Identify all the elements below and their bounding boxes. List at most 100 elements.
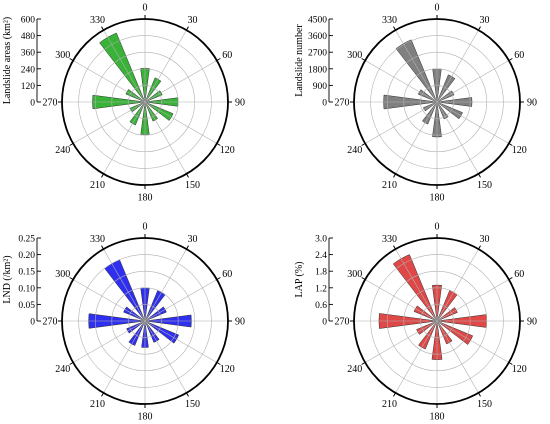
angle-label: 300 [347, 50, 362, 61]
radial-grid-line [103, 248, 146, 322]
radial-grid-line [144, 101, 218, 144]
grid-circle [386, 270, 488, 372]
angle-label: 120 [512, 364, 527, 375]
radial-grid-line [144, 279, 218, 322]
radial-tick-label: 0 [30, 99, 35, 109]
angle-label: 300 [55, 269, 70, 280]
angle-tick [69, 58, 74, 61]
angle-label: 0 [435, 222, 440, 233]
angle-tick [101, 173, 104, 178]
angle-tick [69, 362, 74, 365]
radial-grid-line [144, 320, 187, 394]
angle-label: 0 [435, 3, 440, 14]
radial-grid-line [72, 101, 146, 144]
angle-tick [216, 143, 221, 146]
grid-circle [94, 51, 196, 153]
angle-label: 330 [382, 234, 397, 245]
radial-tick-label: 2.4 [315, 251, 327, 261]
radial-tick-label: 0.10 [18, 284, 35, 294]
grid-circle [78, 35, 212, 169]
radial-grid-line [103, 320, 146, 394]
angle-label: 30 [480, 234, 490, 245]
angle-label: 210 [382, 399, 397, 410]
radial-tick-label: 0 [322, 318, 327, 328]
radial-tick-label: 0 [30, 318, 35, 328]
grid-circle [128, 304, 162, 338]
polar-chart-2: 0 30 60 90 120 150 180 210 240 270 300 330 0 900 1800 2… [294, 3, 537, 204]
angle-tick [478, 392, 481, 397]
radial-tick-label: 1.8 [315, 268, 327, 278]
radial-grid-line [72, 320, 146, 363]
grid-circle [370, 254, 504, 388]
angle-label: 270 [43, 98, 58, 109]
radial-tick-label: 4500 [308, 16, 327, 26]
radial-grid-line [103, 101, 146, 175]
angle-label: 300 [55, 50, 70, 61]
radial-grid-line [436, 101, 510, 144]
sector-bar-330 [395, 39, 438, 103]
angle-label: 90 [527, 317, 537, 328]
angle-label: 150 [477, 180, 492, 191]
angle-tick [508, 277, 513, 280]
angle-tick [186, 245, 189, 250]
radial-grid-line [395, 320, 438, 394]
polar-chart-4: 0 30 60 90 120 150 180 210 240 270 300 330 0 0.6 1.2 1.… [294, 222, 537, 423]
radial-axis-title: LND (/km²) [2, 255, 13, 303]
angle-label: 60 [222, 269, 232, 280]
radial-grid-line [364, 279, 438, 322]
angle-tick [216, 58, 221, 61]
angle-tick [361, 143, 366, 146]
angle-label: 240 [55, 145, 70, 156]
grid-circle [128, 85, 162, 119]
radial-grid-line [364, 60, 438, 103]
polar-chart-1: 0 30 60 90 120 150 180 210 240 270 300 330 0 120 240 36… [2, 3, 245, 204]
radial-grid-line [72, 60, 146, 103]
angle-tick [508, 58, 513, 61]
radial-tick-label: 480 [21, 32, 36, 42]
angle-tick [393, 392, 396, 397]
angle-label: 180 [138, 193, 153, 204]
radial-tick-label: 3600 [308, 32, 327, 42]
radial-axis-title: Landslide areas (km²) [2, 17, 13, 104]
angle-label: 150 [185, 180, 200, 191]
angle-label: 180 [430, 193, 445, 204]
angle-label: 90 [235, 98, 245, 109]
angle-label: 240 [347, 145, 362, 156]
radial-tick-label: 360 [21, 49, 36, 59]
angle-tick [69, 277, 74, 280]
angle-label: 270 [335, 317, 350, 328]
angle-label: 330 [90, 15, 105, 26]
radial-grid-line [436, 320, 479, 394]
radial-grid-line [144, 320, 218, 363]
radial-tick-label: 0.15 [18, 268, 35, 278]
grid-circle [420, 304, 454, 338]
angle-label: 120 [220, 145, 235, 156]
radial-grid-line [144, 29, 187, 103]
radial-tick-label: 0.25 [18, 235, 35, 245]
angle-label: 0 [143, 222, 148, 233]
radial-grid-line [436, 279, 510, 322]
angle-label: 270 [43, 317, 58, 328]
angle-label: 180 [138, 412, 153, 423]
radial-tick-label: 0 [322, 99, 327, 109]
angle-tick [393, 245, 396, 250]
radial-grid-line [436, 320, 510, 363]
grid-circle [78, 254, 212, 388]
angle-tick [361, 362, 366, 365]
angle-tick [508, 362, 513, 365]
angle-tick [478, 26, 481, 31]
angle-tick [186, 26, 189, 31]
angle-tick [69, 143, 74, 146]
radial-tick-label: 1.2 [315, 284, 327, 294]
grid-circle [420, 85, 454, 119]
radial-tick-label: 120 [21, 82, 36, 92]
angle-tick [361, 277, 366, 280]
angle-tick [393, 173, 396, 178]
radial-grid-line [72, 279, 146, 322]
grid-circle [403, 287, 471, 355]
radial-grid-line [144, 248, 187, 322]
angle-label: 90 [527, 98, 537, 109]
radial-grid-line [395, 101, 438, 175]
radial-grid-line [144, 101, 187, 175]
radial-grid-line [395, 29, 438, 103]
